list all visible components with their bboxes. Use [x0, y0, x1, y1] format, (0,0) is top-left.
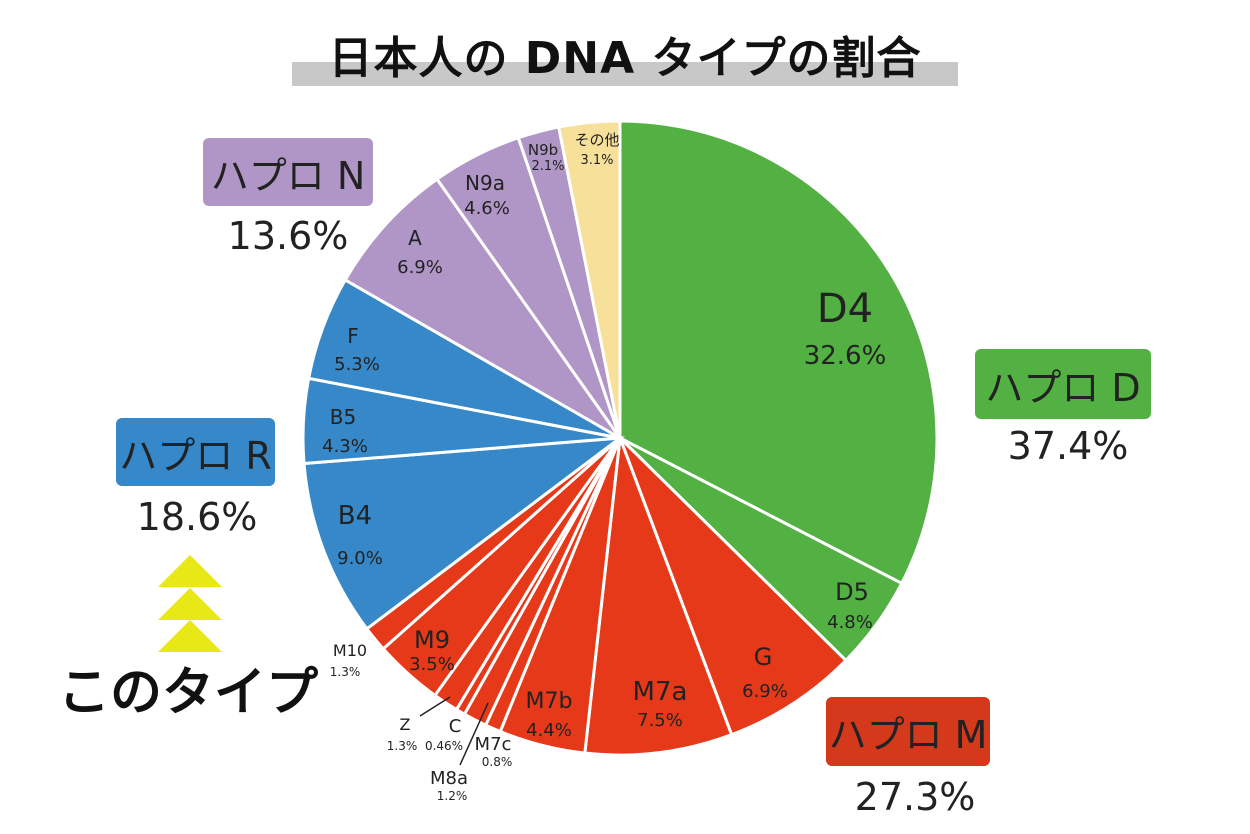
group-label-m: ハプロ M: [828, 713, 988, 757]
slice-label: M7c: [475, 734, 512, 755]
group-box-haplo-m: ハプロ M: [826, 697, 990, 766]
slice-label: F: [347, 324, 359, 348]
slice-label: M7a: [633, 677, 688, 707]
slice-pct: 4.4%: [526, 720, 572, 741]
group-box-haplo-n: ハプロ N: [203, 138, 373, 206]
pie-slice-D4: [618, 119, 939, 586]
slice-pct: 1.2%: [437, 789, 468, 803]
slice-label: D5: [835, 578, 869, 606]
slice-label: D4: [817, 286, 873, 332]
slice-pct: 32.6%: [804, 341, 887, 371]
slice-pct: 1.3%: [387, 739, 418, 753]
leader-line-z: [419, 696, 451, 717]
slice-pct: 4.3%: [322, 436, 368, 457]
slice-label: B4: [338, 501, 372, 531]
slice-pct: 7.5%: [637, 710, 683, 731]
slice-label: G: [754, 643, 773, 671]
slice-pct: 5.3%: [334, 354, 380, 375]
pie-slice-その他: [556, 119, 622, 439]
title-underline-bar: [292, 62, 958, 86]
group-pct-r: 18.6%: [136, 495, 258, 539]
group-pct-d: 37.4%: [1007, 424, 1129, 468]
slice-pct: 0.46%: [425, 739, 463, 753]
slice-label: C: [449, 716, 462, 737]
slice-pct: 6.9%: [397, 257, 443, 278]
slice-label: M10: [333, 641, 367, 660]
slice-pct: 1.3%: [330, 665, 361, 679]
group-box-haplo-r: ハプロ R: [116, 418, 275, 486]
slice-label: M7b: [526, 689, 573, 714]
slice-label: N9a: [465, 171, 505, 195]
pie-slice-M7a: [583, 437, 734, 757]
slice-label: N9b: [528, 141, 558, 159]
group-pct-n: 13.6%: [227, 214, 349, 258]
slice-label: A: [408, 226, 422, 250]
slice-pct: 3.5%: [409, 654, 455, 675]
slice-label: M8a: [430, 768, 468, 789]
slice-label: Z: [400, 715, 411, 734]
slice-label: B5: [330, 405, 356, 429]
pie-slice-A: [343, 177, 622, 440]
slice-pct: 2.1%: [531, 159, 564, 174]
leader-line-m8a: [459, 702, 489, 766]
chart-title: 日本人の DNA タイプの割合: [328, 33, 922, 84]
group-label-n: ハプロ N: [210, 153, 366, 198]
slice-pct: 0.8%: [482, 755, 513, 769]
slice-pct: 6.9%: [742, 681, 788, 702]
slice-label: その他: [574, 131, 619, 149]
slice-pct: 3.1%: [580, 153, 613, 168]
group-box-haplo-d: ハプロ D: [975, 349, 1151, 419]
group-label-d: ハプロ D: [985, 365, 1141, 410]
slice-pct: 9.0%: [337, 548, 383, 569]
slice-pct: 4.8%: [827, 612, 873, 633]
slice-pct: 4.6%: [464, 198, 510, 219]
pie-slice-G: [618, 436, 848, 737]
this-type-annotation: このタイプ: [58, 663, 319, 723]
pie-slice-B4: [302, 436, 626, 631]
slice-label: M9: [414, 626, 450, 654]
group-label-r: ハプロ R: [119, 433, 272, 478]
group-pct-m: 27.3%: [854, 775, 976, 819]
